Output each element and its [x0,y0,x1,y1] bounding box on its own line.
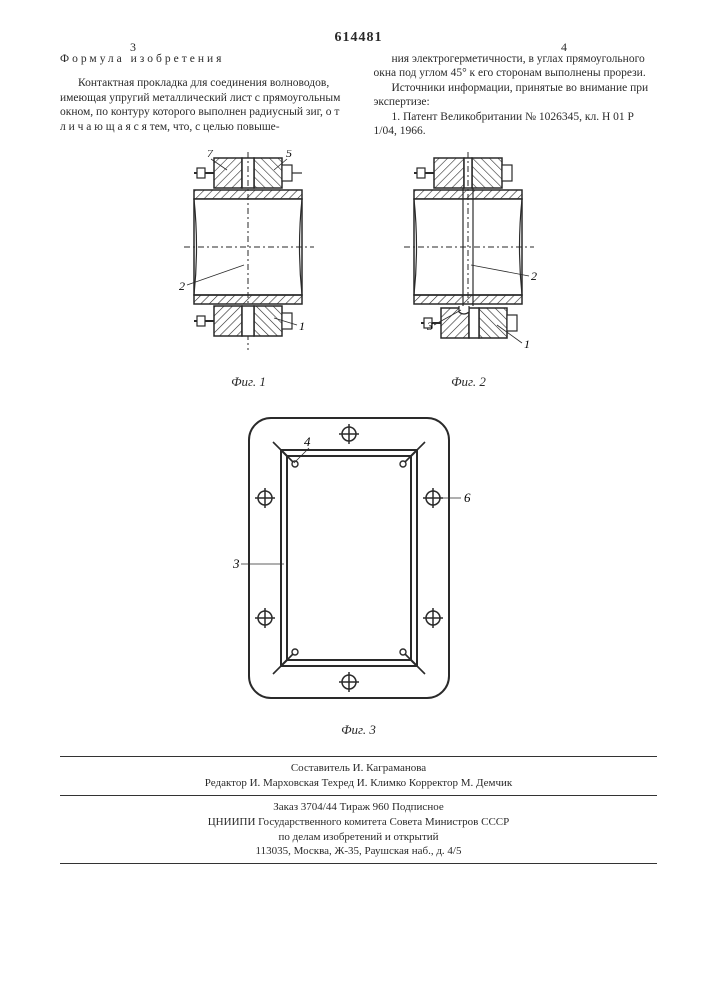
fig1-ref-5: 5 [286,150,292,160]
right-paragraph-3: 1. Патент Великобритании № 1026345, кл. … [374,110,658,139]
footer-staff: Редактор И. Марховская Техред И. Климко … [60,776,657,791]
footer-bottom-rule [60,863,657,883]
fig1-ref-2: 2 [179,279,185,293]
right-paragraph-1: ния электрогерметичности, в углах прямоу… [374,52,658,81]
footer-compiler: Составитель И. Каграманова [60,761,657,776]
fig3-ref-3: 3 [232,556,240,571]
figure-1-svg: 7 5 2 1 [159,150,339,370]
fig3-ref-4: 4 [304,434,311,449]
figures-area: 7 5 2 1 Фиг. 1 [60,150,657,738]
fig1-ref-1: 1 [299,319,305,333]
figure-3-svg: 4 6 3 [219,408,499,718]
fig1-ref-7: 7 [207,150,214,160]
page: 3 614481 4 Формула изобретения Контактна… [0,0,707,1000]
fig2-ref-2: 2 [531,269,537,283]
columns: Формула изобретения Контактная прокладка… [60,52,657,138]
right-paragraph-2: Источники информации, принятые во вниман… [374,81,658,110]
column-right: ния электрогерметичности, в углах прямоу… [374,52,658,138]
figure-2: 2 3 1 Фиг. 2 [379,150,559,390]
footer-order: Заказ 3704/44 [273,801,337,813]
fig2-ref-3: 3 [426,319,433,333]
footer-addr: 113035, Москва, Ж-35, Раушская наб., д. … [60,844,657,859]
footer-org1: ЦНИИПИ Государственного комитета Совета … [60,815,657,830]
left-paragraph: Контактная прокладка для соединения волн… [60,76,344,134]
fig1-caption: Фиг. 1 [159,374,339,390]
patent-number: 614481 [60,30,657,46]
formula-title: Формула изобретения [60,52,344,66]
figure-row-1: 7 5 2 1 Фиг. 1 [60,150,657,390]
fig3-caption: Фиг. 3 [219,722,499,738]
footer-tirage: Тираж 960 [340,801,390,813]
footer-sign: Подписное [392,801,444,813]
fig3-ref-6: 6 [464,490,471,505]
fig2-ref-1: 1 [524,337,530,351]
page-num-right: 4 [561,40,567,55]
column-left: Формула изобретения Контактная прокладка… [60,52,344,138]
footer-line2: Заказ 3704/44 Тираж 960 Подписное [60,795,657,815]
footer-org2: по делам изобретений и открытий [60,830,657,845]
figure-2-svg: 2 3 1 [379,150,559,370]
page-num-left: 3 [130,40,136,55]
figure-1: 7 5 2 1 Фиг. 1 [159,150,339,390]
footer: Составитель И. Каграманова Редактор И. М… [60,756,657,883]
fig2-caption: Фиг. 2 [379,374,559,390]
figure-3: 4 6 3 Фиг. 3 [219,408,499,738]
